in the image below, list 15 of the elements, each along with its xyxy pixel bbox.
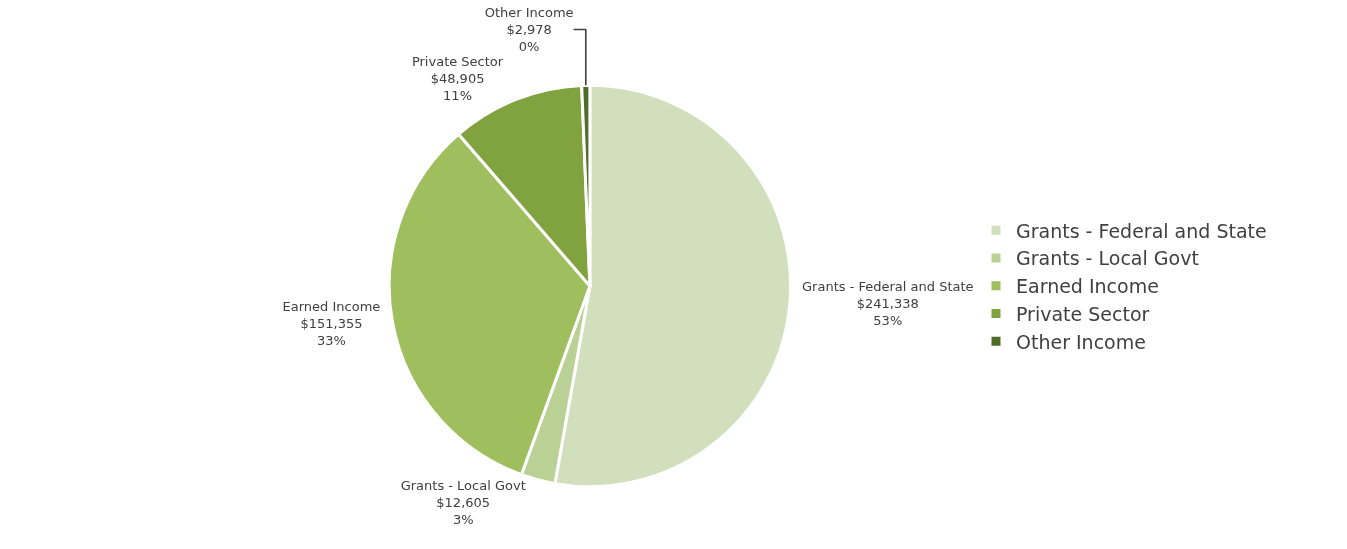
slice-label: Grants - Local Govt xyxy=(400,478,526,494)
slice-label: Other Income xyxy=(484,5,574,21)
slice-label: Private Sector xyxy=(411,53,504,69)
data-label: $151,355 33% xyxy=(300,315,363,348)
legend-label: Other Income xyxy=(1016,330,1146,353)
data-label: $48,905 11% xyxy=(430,70,485,103)
data-label: $12,605 3% xyxy=(436,495,491,528)
data-label: $2,978 0% xyxy=(506,22,552,54)
data-label: $241,338 53% xyxy=(856,296,919,329)
slice-label: Earned Income xyxy=(282,298,381,314)
legend-label: Grants - Federal and State xyxy=(1016,219,1267,242)
legend-label: Earned Income xyxy=(1016,275,1159,298)
legend-label: Private Sector xyxy=(1016,302,1150,325)
legend-label: Grants - Local Govt xyxy=(1016,247,1199,270)
slice-label: Grants - Federal and State xyxy=(802,279,974,295)
